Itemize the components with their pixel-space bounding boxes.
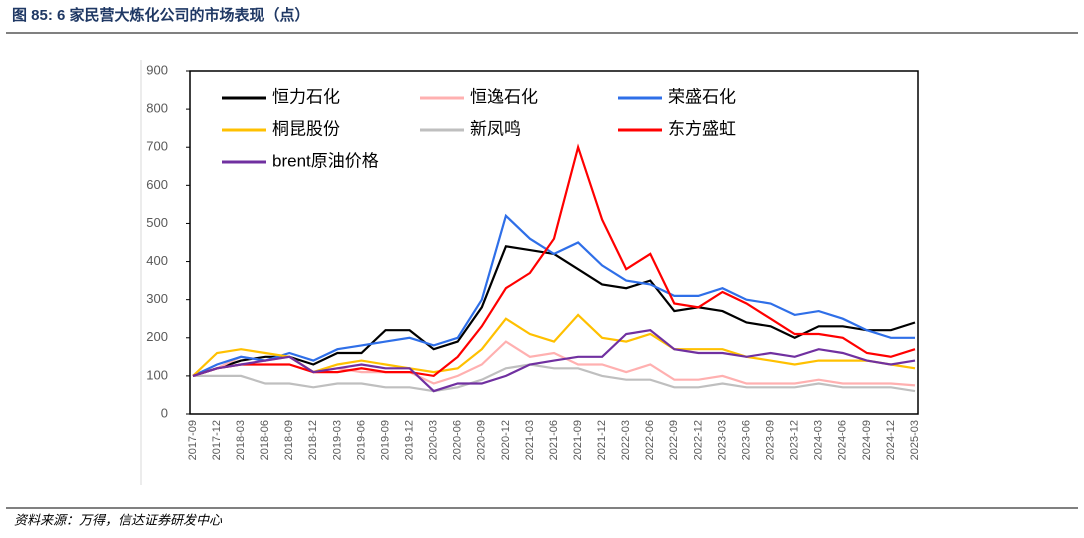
- x-tick-label: 2019-03: [331, 420, 343, 460]
- legend-label: 恒逸石化: [470, 87, 538, 106]
- x-tick-label: 2024-09: [861, 420, 873, 460]
- y-tick-label: 400: [146, 253, 168, 268]
- legend-label: 新凤鸣: [470, 119, 521, 138]
- x-tick-label: 2020-12: [500, 420, 512, 460]
- x-tick-label: 2023-03: [716, 420, 728, 460]
- x-tick-label: 2020-03: [428, 420, 440, 460]
- x-tick-label: 2020-09: [476, 420, 488, 460]
- x-tick-label: 2018-09: [283, 420, 295, 460]
- x-tick-label: 2022-06: [644, 420, 656, 460]
- x-tick-label: 2022-03: [620, 420, 632, 460]
- x-tick-label: 2025-03: [909, 420, 921, 460]
- x-tick-label: 2018-06: [259, 420, 271, 460]
- legend-label: 桐昆股份: [272, 119, 340, 138]
- chart-title: 图 85: 6 家民营大炼化公司的市场表现（点）: [12, 6, 310, 24]
- y-tick-label: 200: [146, 329, 168, 344]
- y-tick-label: 900: [146, 62, 168, 77]
- x-tick-label: 2019-09: [379, 420, 391, 460]
- x-tick-label: 2021-09: [572, 420, 584, 460]
- x-tick-label: 2018-03: [235, 420, 247, 460]
- x-tick-label: 2023-09: [765, 420, 777, 460]
- series-line: [192, 213, 915, 377]
- plot-area: [189, 70, 919, 415]
- y-tick-label: 800: [146, 101, 168, 116]
- x-tick-label: 2020-06: [452, 420, 464, 460]
- y-tick-label: 600: [146, 177, 168, 192]
- legend-label: 恒力石化: [272, 87, 340, 106]
- x-tick-label: 2021-06: [548, 420, 560, 460]
- x-tick-label: 2022-09: [668, 420, 680, 460]
- y-tick-label: 300: [146, 291, 168, 306]
- series-line: [192, 329, 916, 393]
- y-tick-label: 500: [146, 215, 168, 230]
- x-tick-label: 2024-03: [813, 420, 825, 460]
- x-tick-label: 2022-12: [692, 420, 704, 460]
- x-tick-label: 2024-06: [837, 420, 849, 460]
- x-tick-label: 2021-03: [524, 420, 536, 460]
- legend-label: brent原油价格: [272, 151, 379, 170]
- legend-label: 东方盛虹: [668, 119, 736, 138]
- source: 资料来源：万得，信达证券研发中心: [14, 512, 223, 527]
- legend-label: 荣盛石化: [668, 87, 736, 106]
- series-line: [193, 363, 916, 393]
- x-tick-label: 2017-12: [211, 420, 223, 460]
- x-tick-label: 2018-12: [307, 420, 319, 460]
- x-tick-label: 2017-09: [187, 420, 199, 460]
- y-tick-label: 0: [161, 405, 168, 420]
- x-tick-label: 2023-06: [740, 420, 752, 460]
- x-tick-label: 2019-06: [355, 420, 367, 460]
- x-tick-label: 2023-12: [789, 420, 801, 460]
- x-tick-label: 2021-12: [596, 420, 608, 460]
- y-tick-label: 700: [146, 139, 168, 154]
- x-tick-label: 2024-12: [885, 420, 897, 460]
- series-line: [192, 313, 916, 377]
- y-tick-label: 100: [146, 367, 168, 382]
- x-tick-label: 2019-12: [404, 420, 416, 460]
